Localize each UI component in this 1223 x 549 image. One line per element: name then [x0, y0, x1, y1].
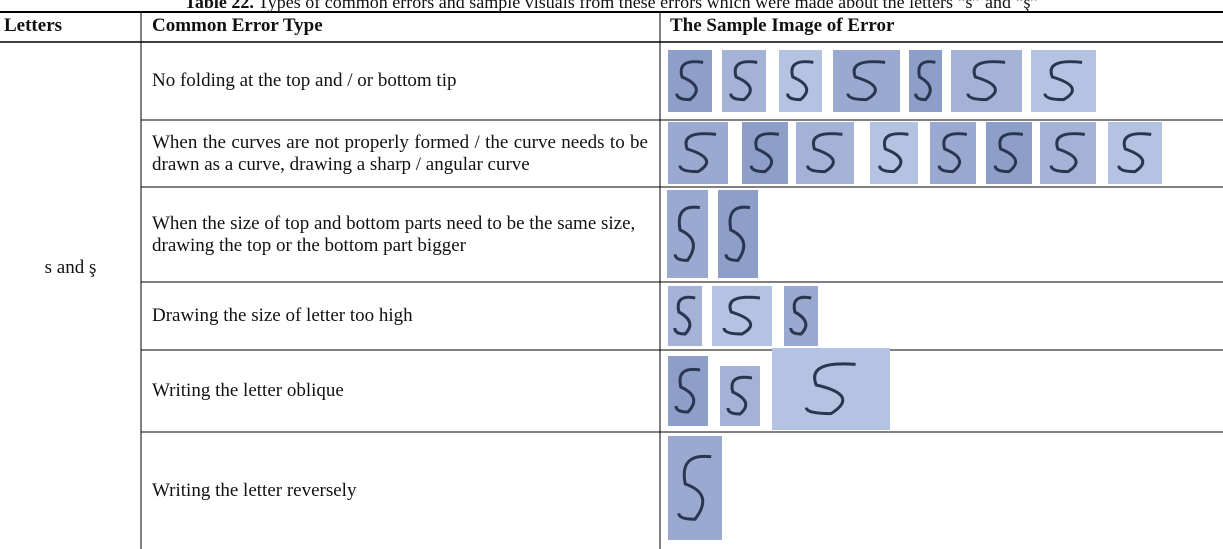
- letters-cell: s and ş: [44, 257, 97, 278]
- handwriting-stroke: [878, 132, 909, 174]
- header-cell: Letters: [4, 15, 63, 36]
- handwriting-stroke: [993, 132, 1024, 174]
- handwriting-stroke: [677, 454, 712, 521]
- caption: Table 22. Types of common errors and sam…: [0, 0, 1223, 13]
- handwriting-stroke: [726, 375, 753, 416]
- handwriting-stroke: [673, 205, 701, 262]
- handwriting-stroke: [786, 60, 814, 102]
- handwriting-stroke: [937, 132, 968, 174]
- error-type: When the curves are not properly formed …: [152, 131, 648, 175]
- handwriting-stroke: [1117, 132, 1152, 174]
- handwriting-stroke: [804, 362, 856, 416]
- handwriting-stroke: [1049, 132, 1085, 174]
- handwriting-stroke: [722, 295, 761, 336]
- handwriting-stroke: [749, 132, 780, 174]
- header-cell: The Sample Image of Error: [670, 15, 895, 36]
- handwriting-stroke: [724, 205, 751, 262]
- error-type: No folding at the top and / or bottom ti…: [152, 70, 457, 91]
- handwriting-stroke: [678, 132, 717, 174]
- handwriting-stroke: [966, 60, 1006, 102]
- caption-label: Table 22.: [184, 0, 254, 12]
- handwriting-stroke: [914, 60, 936, 102]
- header-cell: Common Error Type: [152, 15, 323, 36]
- sample-images: [667, 50, 1162, 540]
- handwriting-stroke: [846, 60, 886, 102]
- handwriting-stroke: [673, 295, 696, 336]
- caption-text: Types of common errors and sample visual…: [258, 0, 1039, 12]
- row-rules: [141, 119, 1223, 433]
- handwriting-stroke: [674, 367, 701, 414]
- handwriting-stroke: [806, 132, 843, 174]
- handwriting-stroke: [675, 60, 704, 102]
- handwriting-stroke: [789, 295, 812, 336]
- handwriting-stroke: [729, 60, 758, 102]
- error-type: Writing the letter oblique: [152, 380, 344, 401]
- error-type: Writing the letter reversely: [152, 479, 357, 501]
- error-type: When the size of top and bottom parts ne…: [152, 212, 636, 256]
- handwriting-stroke: [1043, 60, 1083, 102]
- error-type: Drawing the size of letter too high: [152, 305, 413, 326]
